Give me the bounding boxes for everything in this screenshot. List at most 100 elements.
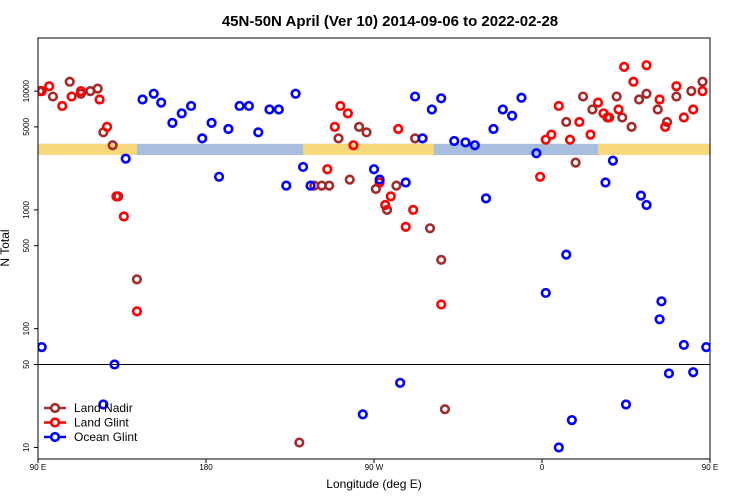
land-nadir-point (570, 157, 581, 168)
land-glint-point (385, 191, 396, 202)
ocean-glint-point (663, 368, 675, 379)
ocean-glint-point (357, 409, 368, 420)
ocean-glint-point (243, 100, 255, 112)
ocean-glint-point (449, 135, 460, 147)
ocean-glint-point (488, 123, 499, 135)
land-nadir-point (424, 223, 436, 234)
land-nadir-point (740, 141, 748, 149)
legend-marker-land-glint (49, 417, 61, 428)
land-nadir-point (294, 437, 305, 448)
y-tick-label: 5000 (22, 117, 31, 135)
land-ocean-band (38, 143, 710, 155)
land-nadir-point (436, 254, 447, 265)
land-nadir-point (381, 204, 393, 216)
ocean-glint-point (480, 193, 492, 204)
ocean-glint-point (223, 123, 234, 135)
land-glint-point (342, 108, 353, 119)
ocean-glint-point (297, 161, 309, 173)
land-nadir-point (391, 180, 402, 191)
ocean-glint-point (167, 117, 178, 129)
land-nadir-point (611, 91, 622, 102)
land-nadir-point (734, 129, 742, 137)
land-band-segment (38, 143, 137, 155)
ocean-glint-point (600, 177, 611, 188)
data-points (38, 60, 750, 453)
legend-label-ocean-glint: Ocean Glint (74, 430, 138, 444)
land-nadir-point (587, 104, 598, 115)
land-nadir-point (716, 93, 724, 101)
land-nadir-point (633, 94, 645, 105)
land-glint-point (540, 134, 551, 145)
ocean-glint-point (641, 199, 652, 211)
land-glint-point (75, 86, 87, 97)
land-glint-point (101, 121, 113, 132)
ocean-glint-point (635, 190, 647, 201)
legend-label-land-nadir: Land Nadir (74, 401, 133, 415)
land-band-segment (598, 143, 710, 155)
land-nadir-point (661, 116, 673, 128)
land-nadir-point (64, 76, 75, 87)
land-nadir-point (92, 83, 103, 94)
land-glint-point (671, 81, 682, 92)
land-glint-point (744, 193, 750, 201)
ocean-glint-point (417, 133, 428, 144)
x-axis-label: Longitude (deg E) (326, 477, 421, 491)
land-nadir-point (577, 91, 589, 102)
ocean-glint-point (516, 92, 527, 103)
y-tick-label: 50 (22, 359, 31, 368)
land-glint-point (641, 60, 652, 71)
x-tick-label: 90 E (702, 463, 718, 472)
ocean-glint-point (273, 104, 284, 115)
land-band-segment (303, 143, 434, 155)
land-nadir-point (745, 193, 750, 201)
land-nadir-point (697, 76, 708, 87)
land-glint-point (732, 123, 740, 131)
ocean-glint-point (734, 403, 742, 411)
ocean-glint-point (368, 164, 380, 175)
y-tick-label: 500 (22, 238, 31, 252)
x-axis-ticks: 90 E 180 90 W 0 90 E (30, 459, 718, 472)
land-nadir-point (626, 121, 637, 132)
ocean-glint-point (395, 377, 406, 388)
ocean-glint-point (553, 442, 564, 453)
y-tick-label: 100 (22, 321, 31, 335)
ocean-glint-point (264, 104, 275, 115)
land-nadir-point (47, 91, 59, 102)
land-glint-point (94, 94, 105, 105)
ocean-glint-point (678, 339, 689, 351)
land-glint-point (697, 86, 708, 97)
ocean-glint-point (374, 174, 385, 185)
land-nadir-point (671, 91, 682, 102)
x-tick-label: 90 W (365, 463, 384, 472)
ocean-glint-point (137, 94, 148, 105)
x-tick-label: 180 (199, 463, 213, 472)
ocean-glint-point (688, 367, 699, 378)
land-nadir-point (439, 404, 451, 415)
ocean-glint-point (213, 171, 225, 182)
legend-label-land-glint: Land Glint (74, 416, 129, 430)
land-nadir-point (324, 180, 335, 191)
land-glint-point (335, 100, 346, 112)
x-tick-label: 90 E (30, 463, 46, 472)
land-nadir-point (561, 116, 572, 128)
land-nadir-point (353, 121, 365, 132)
land-glint-point (322, 164, 333, 175)
ocean-glint-point (148, 88, 159, 99)
x-tick-label: 0 (540, 463, 545, 472)
land-glint-point (66, 91, 77, 102)
land-nadir-point (686, 86, 697, 97)
land-glint-point (38, 86, 47, 97)
ocean-glint-point (607, 155, 619, 166)
land-nadir-point (617, 112, 628, 123)
ocean-glint-point (120, 153, 131, 164)
land-nadir-point (652, 104, 663, 115)
land-glint-point (619, 61, 630, 72)
land-glint-point (348, 140, 359, 151)
ocean-glint-point (507, 110, 518, 121)
land-nadir-point (361, 127, 372, 138)
ocean-glint-point (234, 100, 245, 112)
land-nadir-point (333, 133, 344, 144)
land-glint-point (408, 204, 419, 216)
ocean-glint-point (98, 399, 109, 410)
